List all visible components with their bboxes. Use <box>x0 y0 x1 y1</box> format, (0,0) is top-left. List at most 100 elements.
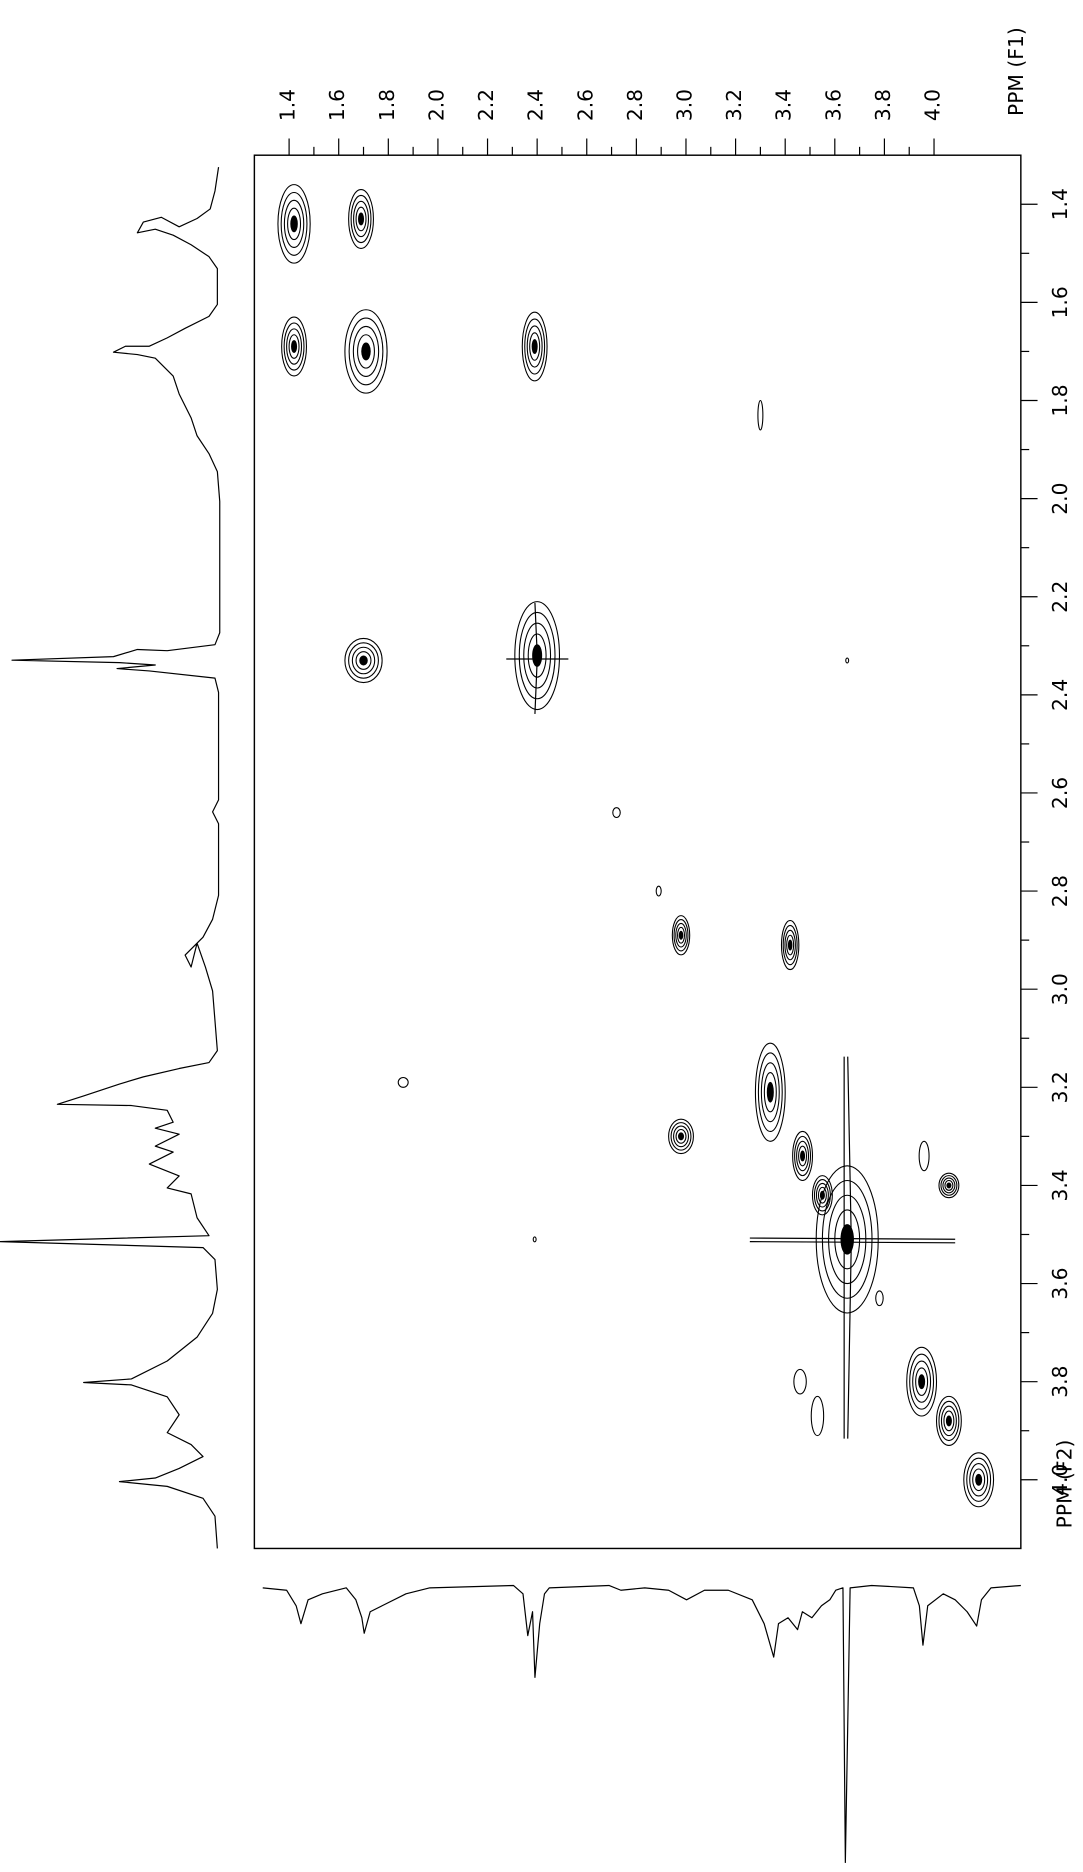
x-tick-label: 3.2 <box>722 89 746 121</box>
contour-ring <box>912 1360 932 1403</box>
y-tick-label: 2.6 <box>1048 777 1072 809</box>
x-tick-label: 4.0 <box>921 89 945 121</box>
contour-ring <box>942 1177 956 1194</box>
contour-ring <box>287 207 302 241</box>
peak-contour <box>397 1076 409 1088</box>
contour-ring <box>828 1194 867 1285</box>
x-axis-label: PPM (F1) <box>1004 27 1028 116</box>
y-tick-label: 1.8 <box>1048 384 1072 416</box>
x-tick-label: 3.0 <box>672 89 696 121</box>
contour-ring <box>943 1410 955 1432</box>
contour-ring <box>283 199 305 248</box>
y-tick-label: 3.6 <box>1048 1267 1072 1299</box>
contour-ring <box>359 655 368 666</box>
y-tick-label: 2.0 <box>1048 482 1072 514</box>
peak-contour <box>793 1368 807 1395</box>
peak-contour <box>514 601 561 711</box>
contour-ring <box>817 1186 827 1204</box>
contour-ring <box>782 924 798 966</box>
peak-contour <box>671 915 691 956</box>
contour-ring <box>834 1209 861 1270</box>
contour-ring <box>677 926 686 944</box>
y-tick-label: 2.4 <box>1048 679 1072 711</box>
contour-ring <box>290 215 298 233</box>
x-tick-label: 2.0 <box>424 89 448 121</box>
y-tick-label: 3.2 <box>1048 1071 1072 1103</box>
x-tick-label: 2.4 <box>524 89 548 121</box>
contour-ring <box>815 1182 829 1208</box>
contour-ring <box>523 622 552 689</box>
contour-ring <box>945 1415 952 1427</box>
contour-ring <box>784 929 796 961</box>
y-tick-label: 2.2 <box>1048 581 1072 613</box>
x-tick-label: 1.4 <box>276 89 300 121</box>
peak-contour <box>935 1395 962 1446</box>
y-tick-label: 1.6 <box>1048 286 1072 318</box>
y-tick-label: 1.4 <box>1048 188 1072 220</box>
peak-contour <box>532 1236 537 1243</box>
contour-ring <box>355 651 372 670</box>
y-tick-label: 3.4 <box>1048 1169 1072 1201</box>
contour-ring <box>794 1135 812 1177</box>
contour-ring <box>291 340 298 353</box>
contour-ring <box>283 322 305 371</box>
contour-ring <box>350 194 372 244</box>
contour-ring <box>760 1062 780 1123</box>
contour-ring <box>800 1150 806 1162</box>
x-tick-label: 2.2 <box>474 89 498 121</box>
contour-ring <box>355 206 367 232</box>
contour-ring <box>938 1400 960 1442</box>
y-tick-label: 3.8 <box>1048 1366 1072 1398</box>
f2-projection <box>0 167 221 1549</box>
contour-ring <box>361 342 371 361</box>
contour-ring <box>357 334 375 369</box>
peak-contour <box>277 184 311 264</box>
peak-contour <box>918 1140 930 1172</box>
contour-ring <box>918 1374 926 1390</box>
contour-ring <box>524 318 546 375</box>
contour-ring <box>757 1052 783 1133</box>
contour-ring <box>766 1081 774 1103</box>
contour-ring <box>915 1367 929 1396</box>
f1-projection <box>262 1584 1021 1864</box>
x-tick-label: 3.8 <box>871 89 895 121</box>
contour-ring <box>526 325 543 368</box>
contour-ring <box>673 918 689 952</box>
contour-ring <box>786 934 795 956</box>
contour-ring <box>348 642 379 679</box>
y-tick-label: 4.0 <box>1048 1464 1072 1496</box>
contour-ring <box>940 1175 958 1196</box>
peak-contour <box>963 1452 995 1508</box>
peak-contour <box>875 1290 884 1307</box>
x-tick-label: 2.8 <box>623 89 647 121</box>
contour-ring <box>972 1468 986 1492</box>
contour-ring <box>909 1353 935 1410</box>
contour-ring <box>675 1128 687 1144</box>
contour-ring <box>529 332 541 361</box>
peak-contour <box>815 1165 879 1314</box>
contour-ring <box>670 1122 692 1151</box>
contour-ring <box>351 646 376 675</box>
contour-ring <box>796 1140 810 1172</box>
contour-ring <box>975 1473 983 1486</box>
contour-ring <box>518 611 556 700</box>
contour-ring <box>532 644 543 667</box>
contour-ring <box>763 1072 777 1113</box>
contour-ring <box>944 1179 954 1191</box>
contour-ring <box>840 1224 854 1255</box>
peak-contour <box>792 1130 814 1182</box>
contour-ring <box>678 930 684 940</box>
contour-ring <box>673 1125 689 1148</box>
x-tick-label: 1.6 <box>325 89 349 121</box>
peak-contour <box>780 919 800 971</box>
peak-contour <box>845 657 850 664</box>
peak-contour <box>906 1346 938 1417</box>
peak-contour <box>668 1118 694 1155</box>
contour-ring <box>969 1463 989 1497</box>
contour-ring <box>353 200 370 238</box>
contour-ring <box>286 328 303 365</box>
peak-contour <box>811 1175 833 1216</box>
contour-ring <box>787 939 793 951</box>
contour-ring <box>946 1182 952 1189</box>
